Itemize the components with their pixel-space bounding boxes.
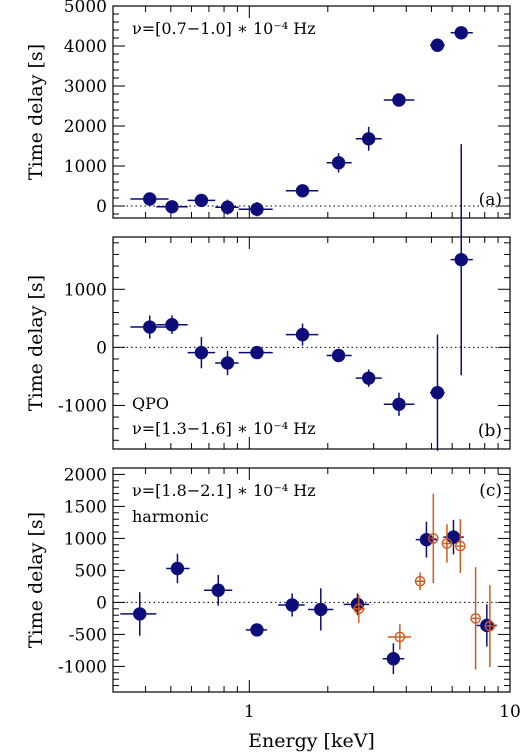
panel-label: (c) [479, 481, 502, 501]
data-point [133, 607, 147, 621]
data-point [331, 156, 346, 170]
panel-label: (a) [479, 190, 502, 210]
plot-frame [112, 5, 511, 219]
data-point [386, 652, 401, 666]
data-point [194, 345, 209, 360]
panel-annotation: ν=[0.7−1.0] ∗ 10⁻⁴ Hz [132, 19, 316, 38]
x-tick-label: 10 [499, 702, 520, 722]
y-tick-label: 1000 [64, 280, 107, 300]
data-point [250, 202, 264, 216]
data-point [165, 200, 179, 214]
data-point [331, 348, 346, 363]
y-tick-label: -500 [69, 625, 107, 645]
data-point [361, 132, 376, 146]
y-tick-label: 1500 [64, 497, 107, 517]
data-point [314, 602, 328, 617]
y-tick-label: 500 [75, 561, 107, 581]
data-point [353, 603, 365, 615]
data-point [295, 184, 310, 198]
data-point [484, 620, 496, 632]
y-tick-label: 3000 [64, 77, 107, 97]
panel-annotation: ν=[1.8−2.1] ∗ 10⁻⁴ Hz [132, 481, 316, 500]
y-tick-label: 2000 [64, 465, 107, 485]
data-point [392, 93, 406, 107]
data-point [295, 327, 310, 342]
data-point [220, 200, 235, 214]
data-point [430, 38, 445, 52]
y-tick-label: 0 [96, 197, 107, 217]
data-point [428, 533, 439, 544]
panel-label: (b) [478, 421, 502, 441]
data-point [285, 598, 299, 612]
data-point [392, 397, 406, 411]
data-point [220, 356, 235, 370]
y-tick-label: 0 [96, 593, 107, 613]
plot-frame [112, 467, 511, 693]
data-point [211, 583, 225, 597]
x-tick-label: 1 [244, 702, 255, 722]
panel-annotation: QPO [132, 394, 169, 413]
y-tick-label: 0 [96, 338, 107, 358]
data-point [455, 540, 466, 552]
data-point [170, 561, 185, 576]
data-point [454, 252, 468, 267]
data-point [394, 631, 406, 643]
panel-b: -1000 0 1000 Time delay [s] QPO ν=[1.3−1.6] ∗… [25, 144, 511, 451]
y-tick-label: 5000 [64, 0, 107, 17]
data-point [143, 192, 157, 206]
data-point [454, 26, 468, 40]
y-axis-label: Time delay [s] [25, 44, 47, 180]
panel-annotation: ν=[1.3−1.6] ∗ 10⁻⁴ Hz [132, 419, 316, 438]
x-axis-label: Energy [keV] [248, 730, 375, 752]
y-tick-label: -1000 [58, 396, 107, 416]
data-point [194, 193, 209, 208]
data-point [250, 623, 264, 637]
y-tick-label: 1000 [64, 157, 107, 177]
data-point [470, 613, 481, 624]
panel-a: 0 1000 2000 3000 4000 5000 Time delay [s] ν=[0.… [25, 0, 511, 219]
panel-c: -1000 -500 0 500 1000 1500 2000 1 10 Time delay [… [25, 465, 520, 752]
y-axis-label: Time delay [s] [25, 512, 47, 648]
plot-frame [112, 236, 511, 450]
y-axis-label: Time delay [s] [25, 275, 47, 411]
y-tick-label: 4000 [64, 37, 107, 57]
y-tick-label: -1000 [58, 657, 107, 677]
data-point [143, 320, 157, 334]
panel-annotation: harmonic [132, 507, 209, 526]
data-point [250, 345, 264, 360]
data-point [165, 318, 179, 332]
y-tick-label: 2000 [64, 117, 107, 137]
data-point [441, 538, 453, 549]
data-point [430, 385, 445, 400]
data-point [414, 575, 426, 587]
y-tick-label: 1000 [64, 529, 107, 549]
data-point [361, 371, 376, 385]
